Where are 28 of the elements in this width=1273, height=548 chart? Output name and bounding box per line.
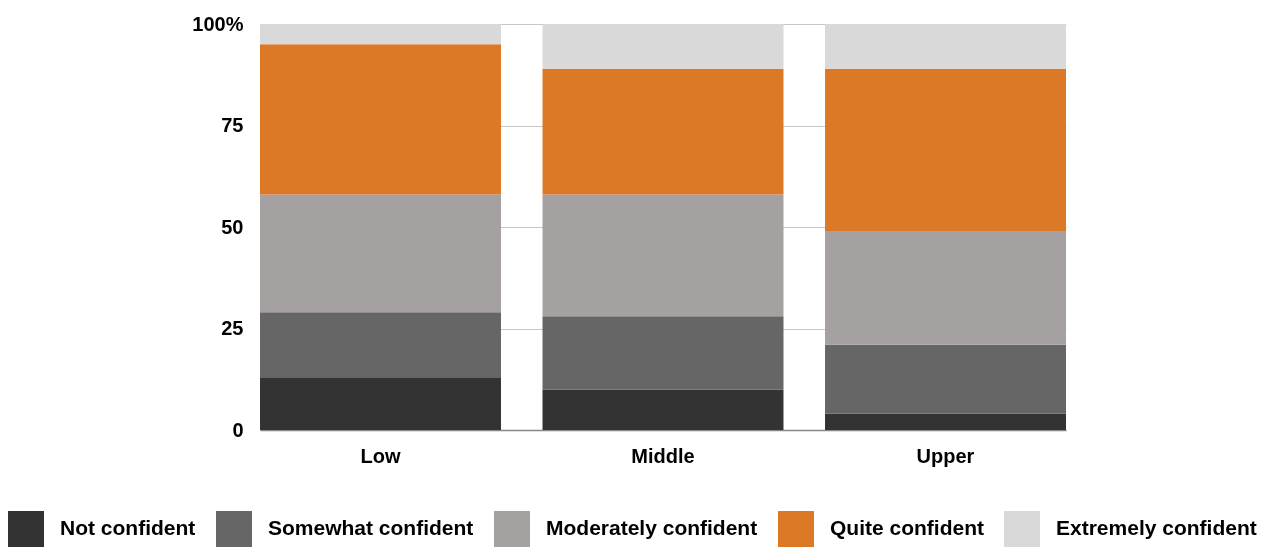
legend-label: Not confident [60,516,196,539]
legend-label: Moderately confident [546,516,758,539]
bar [542,316,784,390]
bar [825,68,1066,232]
y-tick-label: 0 [232,418,244,441]
x-tick-label: Upper [916,444,975,467]
bar [542,389,784,430]
bar [825,24,1066,69]
bar [542,24,784,69]
bar [825,344,1066,414]
legend-label: Extremely confident [1056,516,1257,539]
x-tick-label: Low [360,444,401,467]
y-tick-label: 100% [192,12,244,35]
legend-label: Quite confident [830,516,984,539]
bar [825,231,1066,345]
bar [542,68,784,195]
y-tick-label: 25 [221,317,244,339]
bar [260,377,501,430]
x-tick-label: Middle [631,444,695,467]
bar [542,194,784,317]
bar [260,24,501,45]
bar [260,194,501,313]
bar [260,312,501,378]
y-tick-label: 75 [221,114,244,136]
y-tick-label: 50 [221,215,244,238]
bar [260,44,501,195]
legend-label: Somewhat confident [268,516,474,539]
bar [825,413,1066,430]
